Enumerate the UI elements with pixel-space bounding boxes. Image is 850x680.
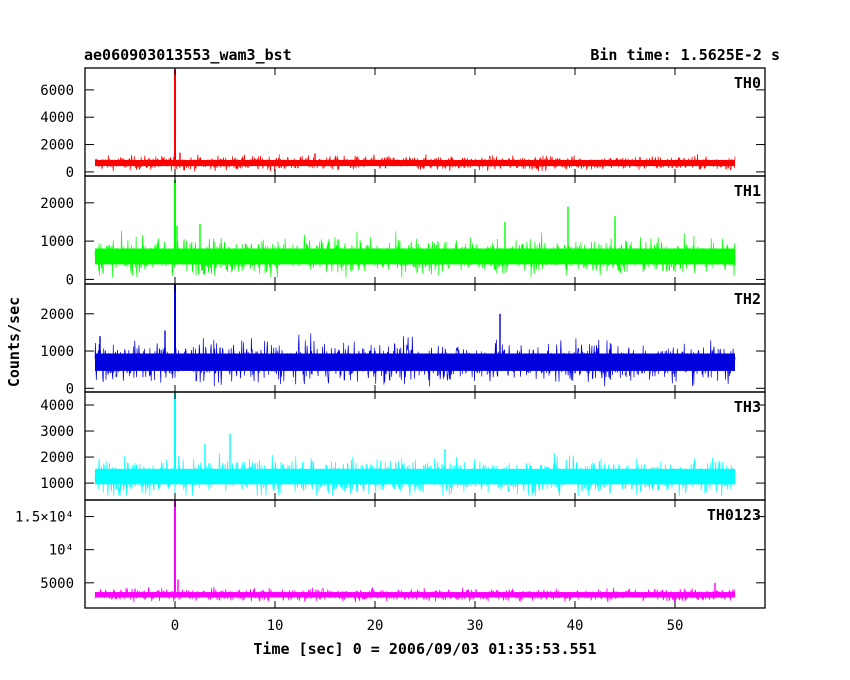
series-th0-band (95, 159, 735, 167)
x-tick-label: 30 (467, 618, 484, 634)
y-tick-label: 1.5×10⁴ (15, 510, 74, 526)
x-tick-label: 40 (567, 618, 584, 634)
y-tick-label: 0 (66, 381, 74, 397)
y-tick-label: 0 (66, 272, 74, 288)
series-th3-band (95, 468, 735, 485)
panel-th2: 0 1000 2000 TH2 (40, 283, 766, 397)
x-tick-label: 20 (367, 618, 384, 634)
y-tick-label: 2000 (40, 307, 74, 323)
y-tick-label: 2000 (40, 196, 74, 212)
panel-label: TH2 (734, 290, 761, 308)
y-tick-label: 10⁴ (49, 543, 74, 559)
y-tick-label: 1000 (40, 234, 74, 250)
y-tick-label: 4000 (40, 398, 74, 414)
series-th0123-band (95, 592, 735, 598)
y-tick-label: 0 (66, 165, 74, 181)
series-th1-band (95, 248, 735, 265)
panel-label: TH3 (734, 398, 761, 416)
panel-th0123: 5000 10⁴ 1.5×10⁴ TH0123 (15, 499, 766, 609)
y-axis-label: Counts/sec (5, 297, 23, 387)
bin-time-label: Bin time: 1.5625E-2 s (590, 46, 780, 64)
panel-th2-frame (84, 283, 766, 393)
panel-th1: 0 1000 2000 TH1 (40, 175, 766, 288)
y-tick-label: 1000 (40, 476, 74, 492)
y-tick-label: 6000 (40, 83, 74, 99)
x-axis-label: Time [sec] 0 = 2006/09/03 01:35:53.551 (253, 640, 596, 658)
panel-th3: 1000 2000 3000 4000 TH3 (40, 391, 766, 501)
y-tick-label: 2000 (40, 450, 74, 466)
panel-th0: 0 2000 4000 6000 TH0 (40, 67, 766, 181)
y-tick-label: 4000 (40, 110, 74, 126)
panel-label: TH0123 (707, 506, 761, 524)
panel-th0123-frame (84, 499, 766, 609)
panel-label: TH1 (734, 182, 761, 200)
panel-label: TH0 (734, 74, 761, 92)
y-tick-label: 2000 (40, 138, 74, 154)
chart-title: ae060903013553_wam3_bst (84, 46, 292, 64)
x-tick-label: 50 (667, 618, 684, 634)
y-tick-label: 5000 (40, 576, 74, 592)
panels-group: 0 2000 4000 6000 TH0 0 1000 2000 TH1 0 1000 2000 TH2… (15, 67, 766, 609)
x-axis-ticks: 0 10 20 30 40 50 (171, 618, 684, 634)
x-tick-label: 0 (171, 618, 179, 634)
x-tick-label: 10 (267, 618, 284, 634)
series-th2-band (95, 353, 735, 371)
y-tick-label: 3000 (40, 424, 74, 440)
y-tick-label: 1000 (40, 344, 74, 360)
